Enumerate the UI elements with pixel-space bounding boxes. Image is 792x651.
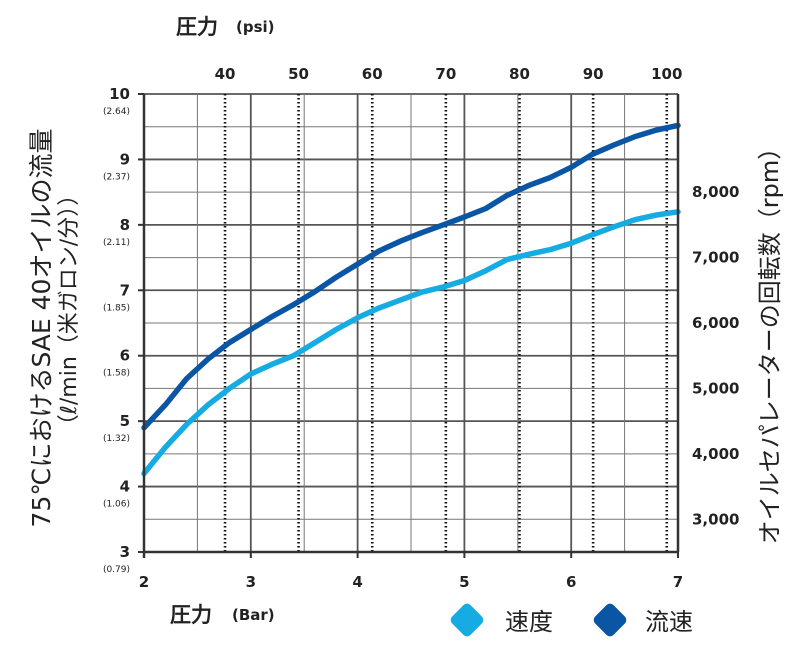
top-tick-label: 40 [215, 65, 236, 83]
top-tick-label: 60 [362, 65, 383, 83]
left-tick-label: 7 [120, 281, 130, 299]
right-axis-title: オイルセパレーターの回転数（rpm） [756, 136, 784, 544]
right-tick-label: 5,000 [692, 379, 739, 397]
legend: 速度 流速 [450, 603, 693, 637]
left-tick-label: 5 [120, 412, 130, 430]
bottom-tick-label: 2 [139, 573, 149, 591]
top-tick-label: 90 [583, 65, 604, 83]
bottom-tick-label: 6 [566, 573, 576, 591]
top-tick-label: 70 [435, 65, 456, 83]
bottom-tick-label: 5 [459, 573, 469, 591]
left-tick-label: 9 [120, 150, 130, 168]
left-axis-subtitle: （ℓ/min（米ガロン/分）） [57, 184, 82, 436]
left-tick-sublabel: (0.79) [103, 565, 130, 575]
legend-label-speed: 速度 [505, 608, 553, 636]
legend-swatch-speed [450, 603, 484, 637]
right-tick-label: 4,000 [692, 445, 739, 463]
left-tick-label: 8 [120, 216, 130, 234]
bottom-axis-unit: (Bar) [232, 606, 275, 624]
left-tick-label: 6 [120, 347, 130, 365]
left-tick-label: 4 [120, 478, 130, 496]
top-axis-title: 圧力 [176, 15, 218, 39]
left-tick-sublabel: (2.11) [103, 238, 130, 248]
legend-swatch-flow [593, 603, 627, 637]
series-line-speed [141, 209, 681, 477]
series-line-flow [141, 122, 681, 431]
bottom-tick-label: 4 [352, 573, 362, 591]
left-axis-title: 75℃におけるSAE 40オイルの流量 [27, 129, 56, 528]
right-tick-label: 8,000 [692, 183, 739, 201]
bottom-tick-label: 7 [673, 573, 683, 591]
left-tick-sublabel: (1.06) [103, 500, 130, 510]
left-tick-label: 3 [120, 543, 130, 561]
series-layer [141, 122, 681, 477]
left-tick-sublabel: (1.85) [103, 303, 130, 313]
top-tick-label: 80 [509, 65, 530, 83]
top-tick-label: 100 [651, 65, 682, 83]
left-tick-sublabel: (2.37) [103, 172, 130, 182]
legend-label-flow: 流速 [645, 608, 693, 636]
top-tick-label: 50 [288, 65, 309, 83]
right-tick-label: 7,000 [692, 249, 739, 267]
bottom-axis-title: 圧力 [170, 603, 212, 627]
bottom-tick-label: 3 [246, 573, 256, 591]
left-tick-sublabel: (1.58) [103, 369, 130, 379]
left-tick-label: 10 [109, 85, 130, 103]
left-tick-sublabel: (2.64) [103, 107, 130, 117]
right-tick-label: 6,000 [692, 314, 739, 332]
top-axis-unit: (psi) [236, 18, 275, 36]
right-tick-label: 3,000 [692, 510, 739, 528]
left-tick-sublabel: (1.32) [103, 434, 130, 444]
psi-gridlines [223, 94, 669, 552]
